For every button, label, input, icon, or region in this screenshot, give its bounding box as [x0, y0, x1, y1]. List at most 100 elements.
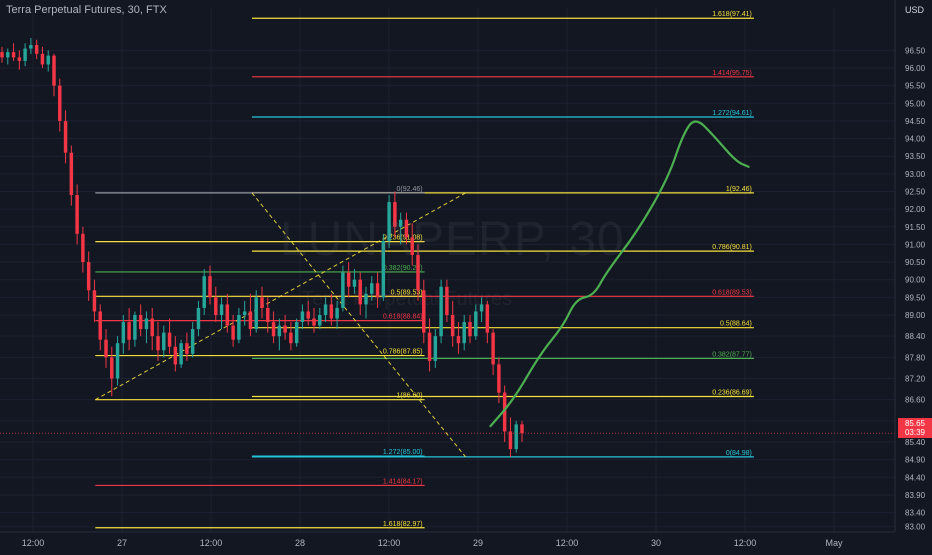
- candle-body: [439, 286, 443, 337]
- x-tick-label: 28: [295, 538, 305, 548]
- candle-body: [289, 332, 293, 344]
- candle-body: [514, 424, 518, 450]
- candle-body: [69, 152, 74, 196]
- fib-level-label: 1.414(95.75): [712, 70, 752, 77]
- candle-body: [58, 85, 62, 121]
- candle-body: [294, 322, 299, 344]
- candle-body: [323, 304, 328, 315]
- candle-body: [167, 332, 172, 347]
- watermark-name: Terra Perpetual Futures: [302, 288, 513, 310]
- fib-trend-line[interactable]: [251, 192, 466, 458]
- candle-body: [445, 286, 449, 315]
- x-tick-label: 12:00: [22, 538, 45, 548]
- y-tick-label: 92.50: [905, 187, 926, 196]
- fib-layer[interactable]: 1.618(97.41) 1.414(95.75) 1.272(94.61) 1(92…: [95, 11, 754, 529]
- x-tick-label: 12:00: [734, 538, 757, 548]
- candle-body: [398, 219, 403, 227]
- candle-body: [277, 325, 282, 337]
- candle-body: [410, 237, 414, 256]
- fib-level-label: 0(92.46): [397, 186, 423, 193]
- time-axis[interactable]: 12:00 27 12:00 28 12:00 29 12:00 30 12:00 May: [22, 538, 843, 548]
- candle-body: [364, 293, 368, 305]
- trend-layer[interactable]: [95, 192, 466, 458]
- candle-body: [179, 343, 183, 365]
- candle-body: [491, 332, 495, 365]
- candle-body: [450, 314, 455, 337]
- candle-body: [248, 311, 253, 330]
- candle-body: [34, 45, 39, 54]
- y-tick-label: 95.00: [905, 99, 926, 108]
- currency-label[interactable]: USD: [905, 5, 925, 15]
- fib-level-label: 0.786(87.85): [383, 349, 423, 356]
- candle-body: [341, 272, 345, 308]
- candle-body: [474, 311, 478, 337]
- fib-level-label: 1.272(85.00): [383, 449, 423, 456]
- fib-level-label: 1(92.46): [726, 186, 752, 193]
- candle-body: [75, 195, 79, 234]
- y-tick-label: 96.50: [905, 46, 926, 55]
- x-tick-label: 12:00: [200, 538, 223, 548]
- candle-body: [352, 279, 357, 287]
- candle-body: [260, 297, 264, 308]
- candle-body: [381, 240, 386, 298]
- projection-path[interactable]: [489, 120, 750, 428]
- fib-level-label: 0.786(90.81): [712, 244, 752, 251]
- y-tick-label: 83.00: [905, 523, 926, 532]
- candle-body: [11, 52, 16, 58]
- candle-body: [370, 283, 374, 294]
- y-tick-label: 94.50: [905, 117, 926, 126]
- candle-body: [462, 322, 466, 344]
- candle-body: [98, 311, 102, 340]
- candle-body: [162, 332, 166, 351]
- fib-level-label: 0.5(88.64): [720, 321, 752, 328]
- y-tick-label: 84.40: [905, 473, 926, 482]
- candle-body: [40, 53, 45, 65]
- candle-body: [29, 45, 33, 49]
- x-tick-label: 12:00: [378, 538, 401, 548]
- candle-body: [190, 329, 195, 354]
- y-tick-label: 88.40: [905, 332, 926, 341]
- chart-title: Terra Perpetual Futures, 30, FTX: [6, 4, 167, 16]
- candle-body: [156, 336, 160, 351]
- candle-body: [508, 431, 513, 450]
- candle-body: [312, 318, 316, 326]
- projection-layer[interactable]: [489, 120, 750, 428]
- y-tick-label: 90.50: [905, 258, 926, 267]
- fib-level-label: 0.382(87.77): [712, 351, 752, 358]
- candle-body: [127, 322, 131, 340]
- candle-body: [422, 290, 426, 333]
- candle-body: [63, 120, 68, 153]
- candle-body: [214, 297, 218, 315]
- candle-body: [306, 311, 310, 319]
- candle-body: [196, 307, 201, 330]
- y-tick-label: 87.80: [905, 353, 926, 362]
- x-tick-label: 29: [473, 538, 483, 548]
- fib-level-label: 0.382(90.22): [383, 265, 423, 272]
- candle-body: [46, 55, 50, 65]
- candle-body: [266, 307, 270, 323]
- candle-body: [219, 304, 224, 315]
- candle-body: [0, 52, 4, 58]
- candle-body: [416, 255, 420, 291]
- y-tick-label: 91.00: [905, 240, 926, 249]
- y-tick-label: 94.00: [905, 135, 926, 144]
- fib-trend-line[interactable]: [95, 192, 466, 401]
- candle-body: [346, 272, 351, 287]
- fib-level-label: 1.272(94.61): [712, 110, 752, 117]
- fib-level-label: 0(84.98): [726, 450, 752, 457]
- x-tick-label: 27: [117, 538, 127, 548]
- candle-body: [92, 290, 97, 312]
- candle-layer: [0, 37, 895, 457]
- candle-body: [479, 304, 484, 312]
- y-tick-label: 92.00: [905, 205, 926, 214]
- candle-body: [520, 424, 524, 434]
- candle-body: [6, 52, 10, 58]
- fib-level-label: 1.618(82.97): [383, 521, 423, 528]
- candle-body: [485, 304, 490, 333]
- candle-body: [300, 311, 305, 323]
- y-tick-label: 93.50: [905, 152, 926, 161]
- candle-body: [121, 322, 126, 344]
- candle-body: [404, 219, 409, 238]
